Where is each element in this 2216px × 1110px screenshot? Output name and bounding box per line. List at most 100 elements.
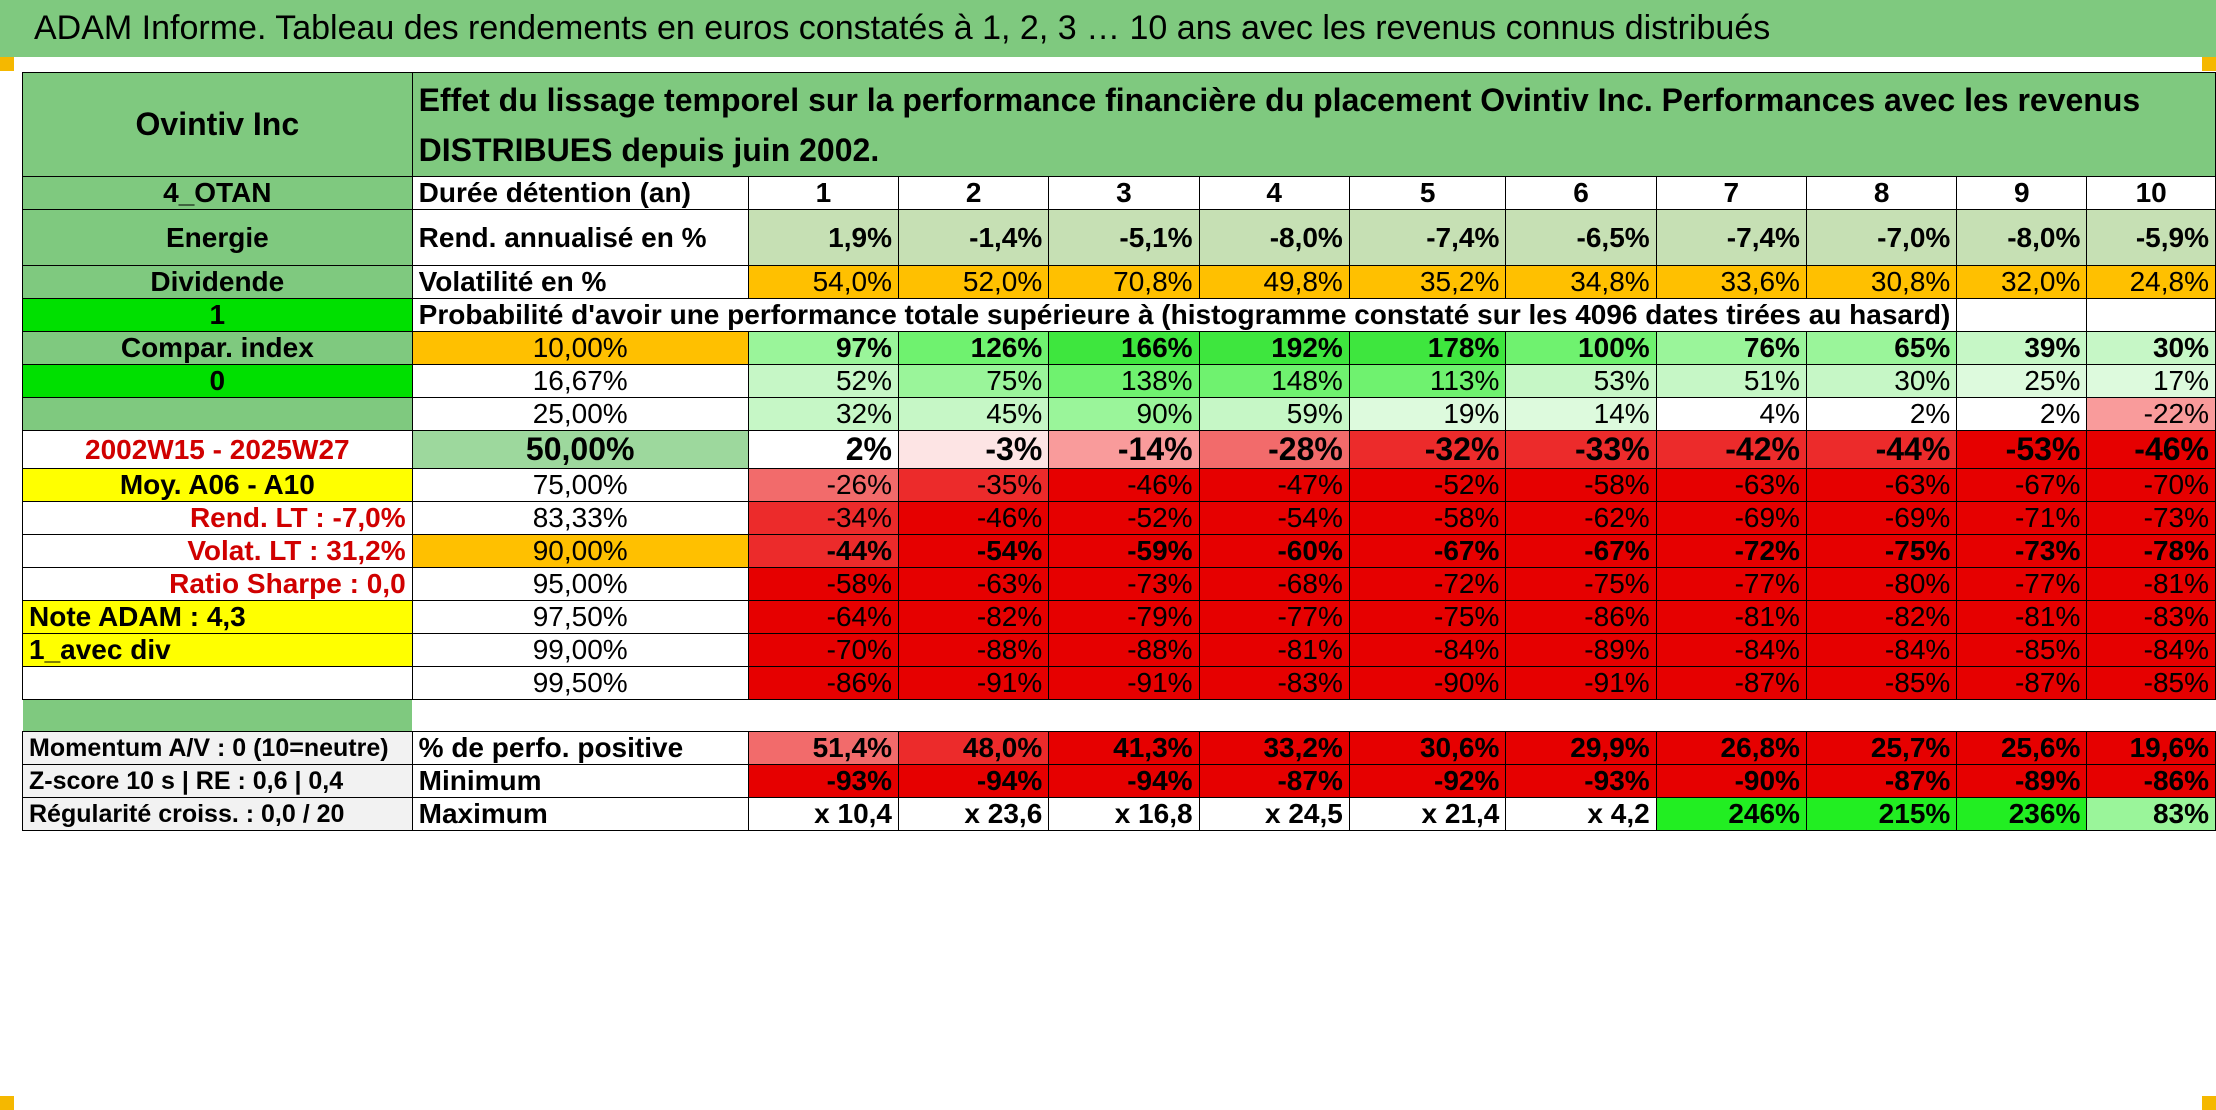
left-info-cell: 0 [22, 364, 413, 398]
proba-value: -75% [1505, 567, 1657, 601]
proba-value: -71% [1956, 501, 2088, 535]
proba-value: -67% [1348, 534, 1507, 568]
year-header: 9 [1956, 176, 2088, 210]
proba-value: -46% [897, 501, 1050, 535]
proba-value: -32% [1348, 430, 1507, 469]
proba-value: 100% [1505, 331, 1657, 365]
max-value: 246% [1655, 797, 1807, 831]
perfpos-row: Momentum A/V : 0 (10=neutre)% de perfo. … [22, 731, 2216, 765]
proba-value: -69% [1805, 501, 1958, 535]
proba-value: -84% [2086, 633, 2216, 667]
proba-value: -26% [747, 468, 900, 502]
code-cell: 4_OTAN [22, 176, 413, 210]
rend-value: 1,9% [747, 209, 900, 266]
proba-value: -42% [1655, 430, 1807, 469]
proba-value: 32% [747, 397, 900, 431]
proba-value: -68% [1198, 567, 1350, 601]
proba-value: -14% [1048, 430, 1200, 469]
min-value: -90% [1655, 764, 1807, 798]
proba-row: 99,50% -86% -91% -91% -83% -90% -91% -87% -85% -8… [22, 666, 2216, 700]
proba-value: -88% [1048, 633, 1200, 667]
proba-value: -75% [1805, 534, 1958, 568]
empty-cell [2086, 298, 2216, 332]
proba-row: Note ADAM : 4,3 97,50% -64% -82% -79% -77% -75… [22, 600, 2216, 634]
proba-row: Moy. A06 - A10 75,00% -26% -35% -46% -47% -52%… [22, 468, 2216, 502]
proba-value: 76% [1655, 331, 1807, 365]
spacer-row [22, 699, 2216, 732]
min-value: -93% [747, 764, 900, 798]
proba-value: 2% [747, 430, 900, 469]
left-info-cell: Ratio Sharpe : 0,0 [22, 567, 413, 601]
max-value: x 10,4 [747, 797, 900, 831]
proba-value: -77% [1198, 600, 1350, 634]
perfpos-label: % de perfo. positive [411, 731, 749, 765]
proba-value: 14% [1505, 397, 1657, 431]
proba-value: 65% [1805, 331, 1958, 365]
vol-value: 54,0% [747, 265, 900, 299]
proba-threshold: 90,00% [411, 534, 749, 568]
vol-value: 33,6% [1655, 265, 1807, 299]
proba-value: -44% [747, 534, 900, 568]
perfpos-value: 30,6% [1348, 731, 1507, 765]
proba-value: -90% [1348, 666, 1507, 700]
proba-row: Ratio Sharpe : 0,0 95,00% -58% -63% -73% -68%… [22, 567, 2216, 601]
proba-value: -63% [1655, 468, 1807, 502]
proba-value: -91% [897, 666, 1050, 700]
year-header: 10 [2086, 176, 2216, 210]
proba-value: -82% [1805, 600, 1958, 634]
proba-row: 0 16,67% 52% 75% 138% 148% 113% 53% 51% 30% 25% 17% [22, 364, 2216, 398]
proba-value: -35% [897, 468, 1050, 502]
proba-value: 25% [1956, 364, 2088, 398]
proba-value: 113% [1348, 364, 1507, 398]
momentum-cell: Momentum A/V : 0 (10=neutre) [22, 731, 413, 765]
proba-value: -81% [1956, 600, 2088, 634]
max-value: 215% [1805, 797, 1958, 831]
proba-threshold: 10,00% [411, 331, 749, 365]
proba-value: -73% [1048, 567, 1200, 601]
zscore-cell: Z-score 10 s | RE : 0,6 | 0,4 [22, 764, 413, 798]
rend-value: -6,5% [1505, 209, 1657, 266]
proba-value: -77% [1655, 567, 1807, 601]
vol-value: 70,8% [1048, 265, 1200, 299]
header-row: Ovintiv Inc Effet du lissage temporel sur… [22, 72, 2216, 177]
proba-value: -87% [1655, 666, 1807, 700]
left-info-cell: Volat. LT : 31,2% [22, 534, 413, 568]
max-value: x 21,4 [1348, 797, 1507, 831]
proba-value: 192% [1198, 331, 1350, 365]
proba-value: 52% [747, 364, 900, 398]
proba-row: Compar. index 10,00% 97% 126% 166% 192% 178% 10… [22, 331, 2216, 365]
max-value: x 23,6 [897, 797, 1050, 831]
min-value: -86% [2086, 764, 2216, 798]
min-value: -89% [1956, 764, 2088, 798]
vol-value: 35,2% [1348, 265, 1507, 299]
regularite-cell: Régularité croiss. : 0,0 / 20 [22, 797, 413, 831]
sector-cell: Energie [22, 209, 413, 266]
vol-value: 24,8% [2086, 265, 2216, 299]
proba-value: -34% [747, 501, 900, 535]
proba-value: -84% [1655, 633, 1807, 667]
year-header: 3 [1048, 176, 1200, 210]
proba-value: 90% [1048, 397, 1200, 431]
proba-value: 138% [1048, 364, 1200, 398]
proba-label: Probabilité d'avoir une performance tota… [411, 298, 1958, 332]
empty-cell [1956, 298, 2088, 332]
proba-threshold: 75,00% [411, 468, 749, 502]
proba-value: -22% [2086, 397, 2216, 431]
proba-value: -91% [1048, 666, 1200, 700]
proba-value: -46% [2086, 430, 2216, 469]
proba-value: -67% [1956, 468, 2088, 502]
proba-value: -52% [1048, 501, 1200, 535]
proba-value: -81% [2086, 567, 2216, 601]
proba-value: -63% [1805, 468, 1958, 502]
proba-threshold: 95,00% [411, 567, 749, 601]
proba-value: -85% [1805, 666, 1958, 700]
proba-row: Volat. LT : 31,2% 90,00% -44% -54% -59% -60% -… [22, 534, 2216, 568]
proba-row: 2002W15 - 2025W27 50,00% 2% -3% -14% -28% -32%… [22, 430, 2216, 469]
rend-value: -7,0% [1805, 209, 1958, 266]
proba-value: -44% [1805, 430, 1958, 469]
left-info-cell: Moy. A06 - A10 [22, 468, 413, 502]
rend-value: -8,0% [1956, 209, 2088, 266]
year-header: 1 [747, 176, 900, 210]
proba-value: -58% [1348, 501, 1507, 535]
proba-value: 126% [897, 331, 1050, 365]
